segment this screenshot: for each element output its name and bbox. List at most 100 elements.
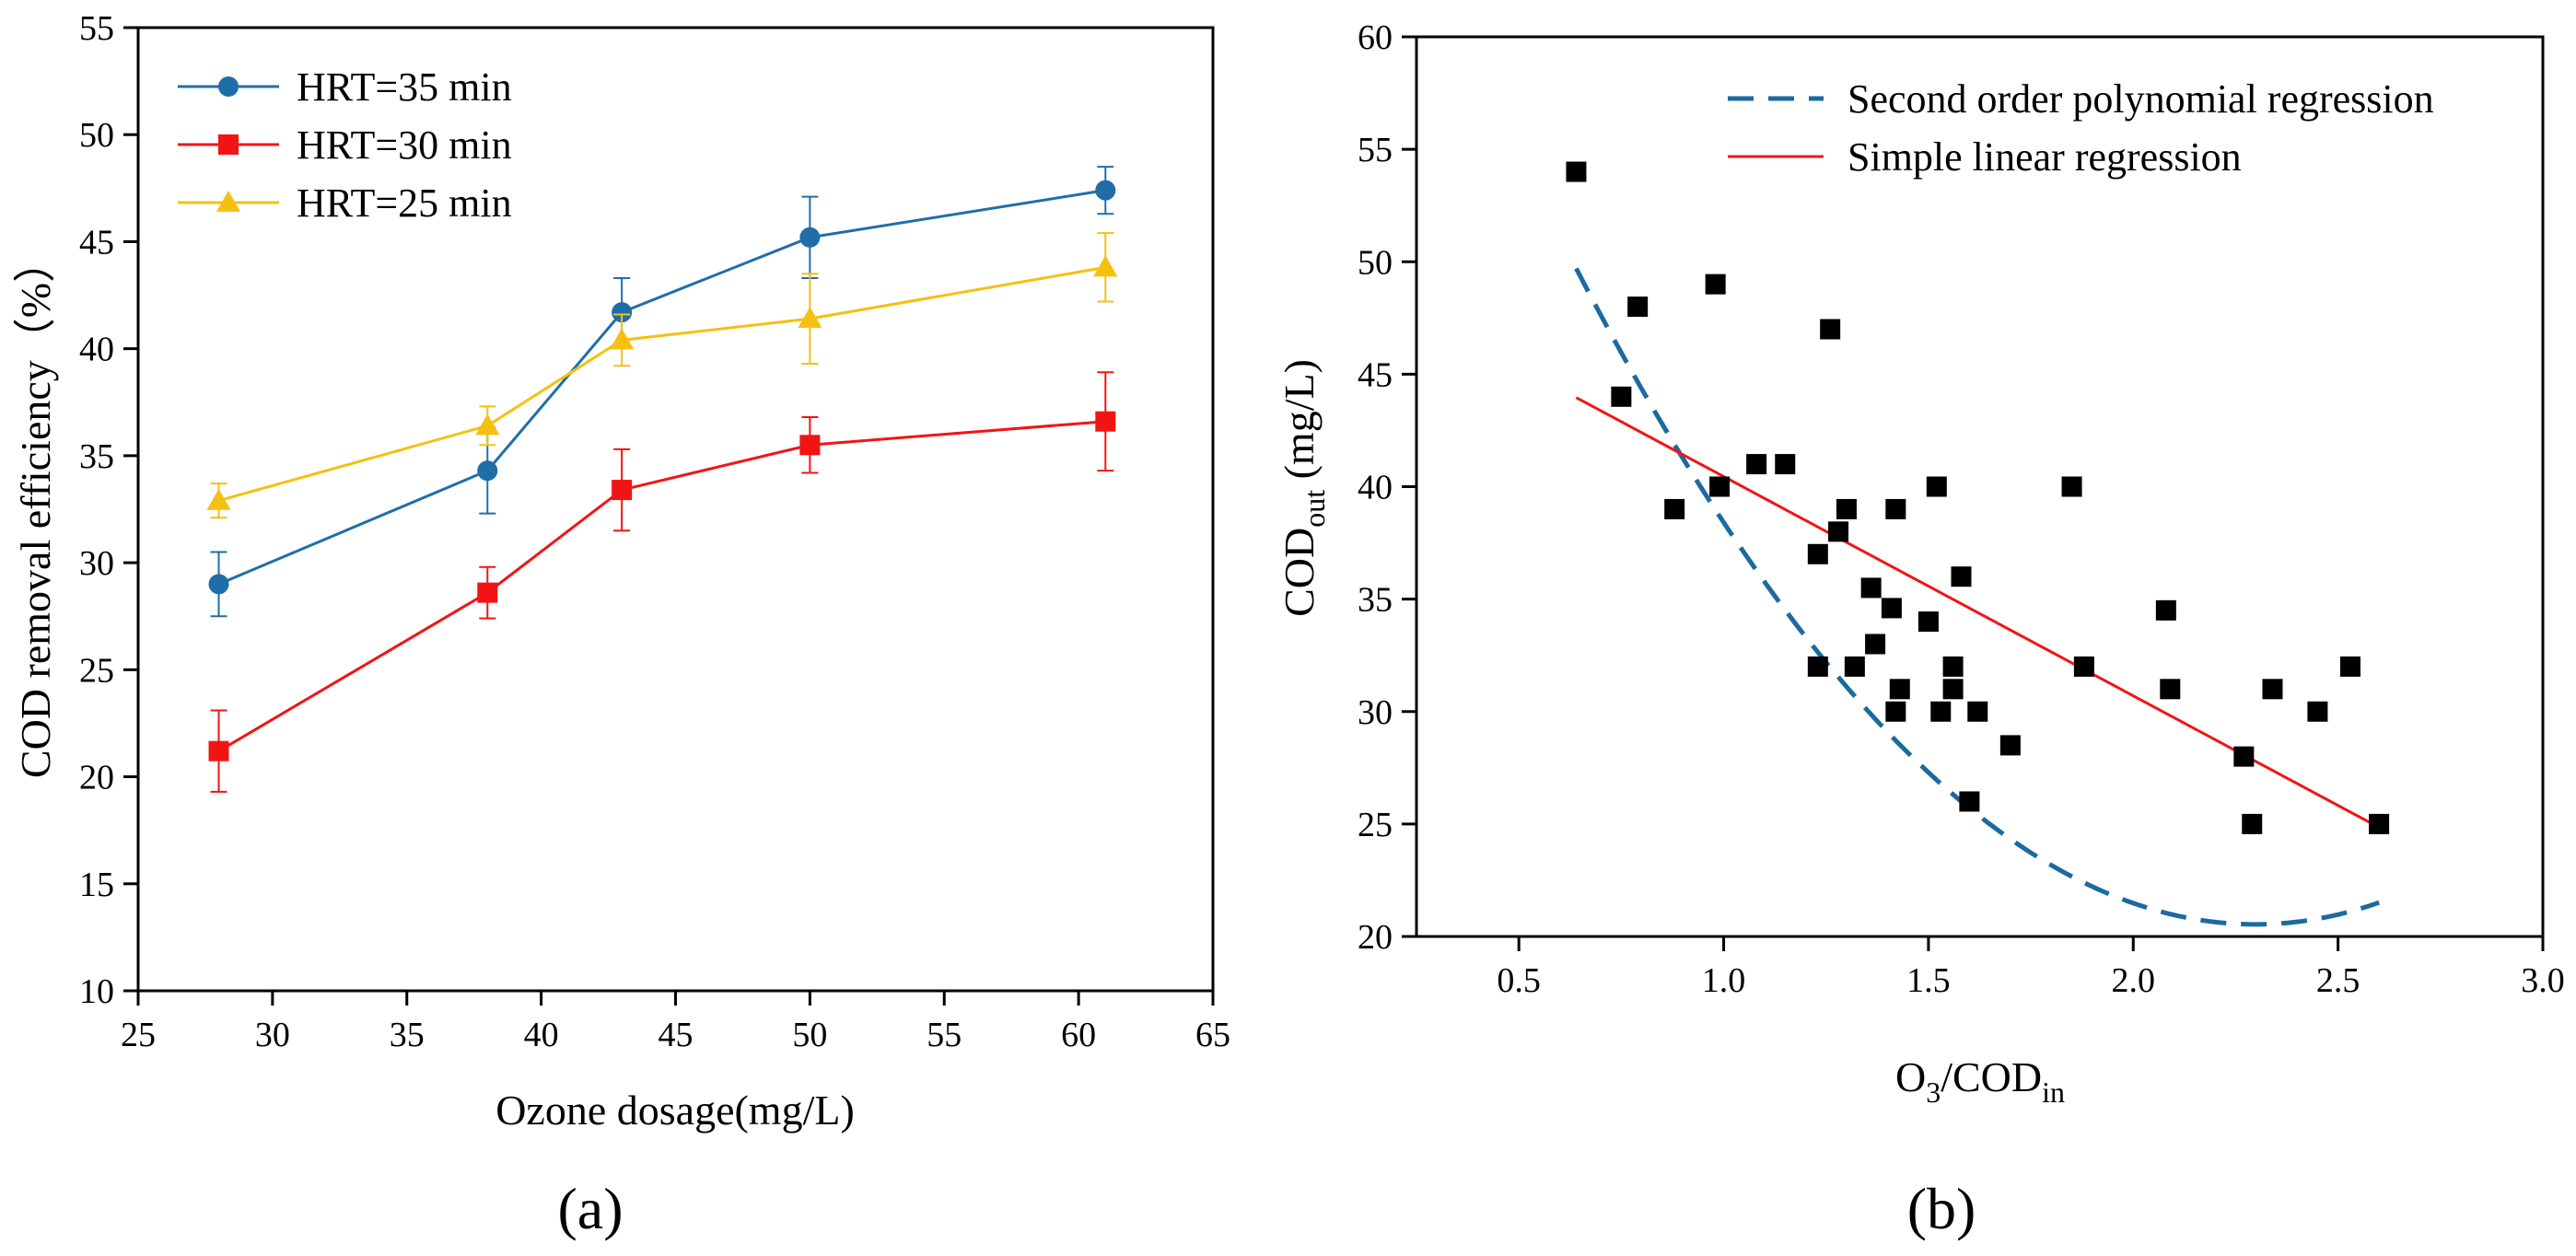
panel-caption-a: (a) [557,1176,623,1241]
legend-entry-hrt25: HRT=25 min [178,180,512,226]
legend-label-linear: Simple linear regression [1847,134,2242,180]
scatter-point-25 [1951,566,1972,587]
chart-panel-a: 25 30 35 40 45 50 55 60 65 10 15 20 25 30 35 40 45 50 55 H… [12,9,1230,1241]
y-tick-label-b-2: 30 [1358,693,1393,732]
scatter-point-37 [2339,656,2360,677]
data-point-hrt25-2 [610,328,635,350]
scatter-point-10 [1820,319,1841,340]
y-tick-label-a-4: 30 [79,544,114,583]
legend-marker-hrt30 [218,134,239,155]
data-point-hrt25-0 [206,488,231,510]
plot-frame-a [136,26,1215,993]
scatter-point-11 [1828,521,1849,542]
scatter-point-15 [1865,634,1886,655]
scatter-point-36 [2307,701,2328,722]
regression-curve-polynomial [1574,267,2380,927]
y-axis-label-a: COD removal efficiency（%） [12,240,59,778]
legend-marker-hrt25 [216,191,240,212]
legend-entry-polynomial: Second order polynomial regression [1728,76,2434,122]
scatter-point-4 [1705,273,1726,295]
y-label-sub-out: out [1298,490,1331,528]
scatter-point-9 [1807,656,1828,677]
x-tick-label-a-2: 35 [390,1016,425,1054]
legend-entry-hrt35: HRT=35 min [178,64,512,110]
legend-entry-linear: Simple linear regression [1728,134,2242,180]
scatter-point-33 [2233,746,2255,767]
scatter-point-2 [1627,297,1649,318]
scatter-point-26 [1959,791,1980,812]
scatter-point-23 [1942,656,1964,677]
scatter-point-28 [1999,735,2021,756]
x-tick-label-b-1: 1.0 [1702,961,1746,1000]
regression-line-linear [1575,396,2380,829]
legend-label-hrt25: HRT=25 min [297,180,512,226]
scatter-point-8 [1807,543,1828,564]
scatter-point-13 [1844,656,1865,677]
x-label-o: O [1895,1053,1926,1100]
x-tick-label-a-8: 65 [1195,1016,1230,1054]
x-axis-label-a: Ozone dosage(mg/L) [495,1087,855,1134]
y-tick-label-b-4: 40 [1358,469,1393,507]
x-tick-label-a-6: 55 [927,1016,962,1054]
x-tick-label-a-3: 40 [524,1016,559,1054]
data-point-hrt25-4 [1093,255,1118,277]
scatter-point-0 [1566,161,1587,182]
scatter-point-1 [1611,386,1632,407]
scatter-point-3 [1664,498,1685,519]
scatter-point-38 [2369,813,2390,834]
scatter-point-22 [1930,701,1952,722]
y-label-cod: COD [1276,528,1323,617]
series-line-hrt25 [218,265,1106,503]
x-tick-label-a-5: 50 [792,1016,827,1054]
x-tick-label-b-2: 1.5 [1906,961,1951,1000]
scatter-point-29 [2061,476,2082,497]
x-label-sub-in: in [2042,1076,2065,1109]
scatter-point-7 [1775,454,1796,475]
data-point-hrt35-3 [799,227,821,248]
data-point-hrt25-3 [798,307,822,329]
scatter-point-14 [1860,577,1882,599]
scatter-point-32 [2160,679,2181,700]
y-tick-label-a-2: 20 [79,759,114,797]
y-tick-label-b-1: 25 [1358,806,1393,844]
scatter-point-35 [2262,679,2283,700]
legend-label-polynomial: Second order polynomial regression [1847,76,2434,122]
x-tick-label-a-4: 45 [659,1016,694,1054]
legend-entry-hrt30: HRT=30 min [178,122,512,168]
x-axis-label-b: O3/CODin [1895,1053,2065,1109]
x-tick-label-b-5: 3.0 [2521,961,2565,1000]
y-tick-label-a-6: 40 [79,331,114,369]
y-tick-label-a-8: 50 [79,116,114,155]
x-tick-label-b-0: 0.5 [1497,961,1541,1000]
y-tick-label-a-0: 10 [79,972,114,1011]
x-tick-label-a-7: 60 [1061,1016,1096,1054]
legend-a: HRT=35 min HRT=30 min HRT=25 min [178,64,512,226]
y-tick-label-b-6: 50 [1358,243,1393,282]
y-tick-label-b-0: 20 [1358,918,1393,957]
x-tick-label-a-0: 25 [121,1016,156,1054]
y-tick-label-a-7: 45 [79,223,114,262]
data-point-hrt30-3 [799,435,821,456]
scatter-point-27 [1967,701,1988,722]
scatter-point-34 [2242,813,2263,834]
scatter-point-18 [1885,498,1906,519]
data-point-hrt35-1 [477,460,498,482]
scatter-point-24 [1942,679,1964,700]
x-tick-label-b-3: 2.0 [2112,961,2156,1000]
chart-panel-b: 0.5 1.0 1.5 2.0 2.5 3.0 20 25 30 35 40 45 50 55 60 Sec… [1276,18,2565,1241]
y-tick-label-b-7: 55 [1358,131,1393,169]
x-tick-label-b-4: 2.5 [2316,961,2360,1000]
data-point-hrt35-0 [208,574,229,595]
scatter-point-30 [2073,656,2094,677]
data-point-hrt30-0 [208,740,229,762]
scatter-point-5 [1709,476,1731,497]
y-tick-label-b-3: 35 [1358,581,1393,620]
legend-b: Second order polynomial regression Simpl… [1728,76,2434,180]
scatter-point-16 [1881,598,1902,619]
data-point-hrt25-1 [475,413,500,436]
x-tick-label-a-1: 30 [255,1016,290,1054]
x-label-cod: /COD [1941,1053,2042,1100]
y-tick-label-a-5: 35 [79,437,114,476]
y-tick-label-a-9: 55 [79,9,114,48]
y-axis-label-b: CODout (mg/L) [1276,359,1331,617]
